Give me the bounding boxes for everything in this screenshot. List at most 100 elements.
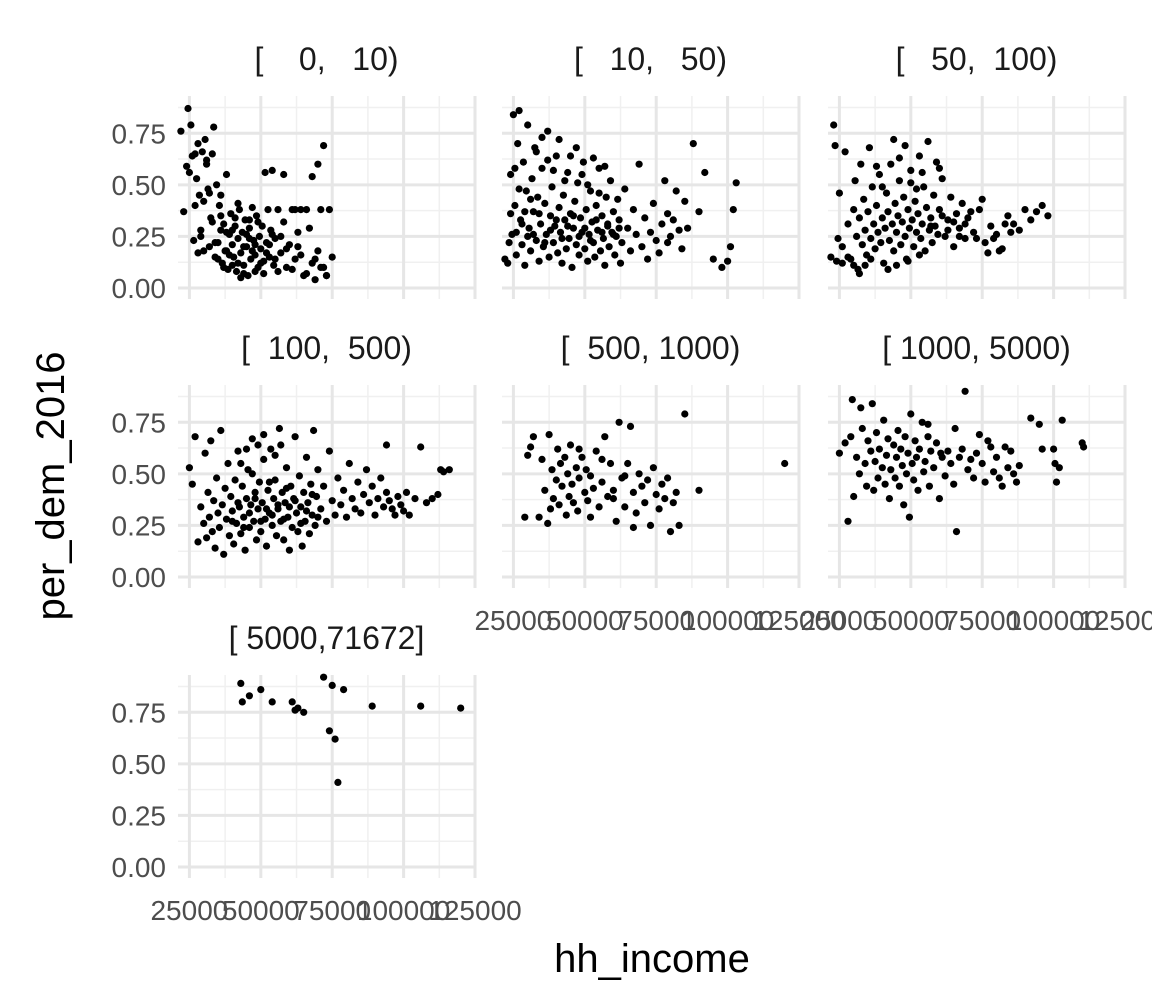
- data-point: [222, 228, 231, 236]
- data-point: [987, 443, 995, 451]
- data-point: [317, 206, 325, 214]
- data-point: [300, 708, 308, 716]
- data-point: [521, 261, 529, 269]
- data-point: [260, 431, 268, 439]
- data-point: [237, 679, 245, 688]
- data-point: [724, 257, 732, 265]
- data-point: [598, 228, 606, 236]
- data-point: [511, 201, 519, 210]
- data-point: [911, 437, 919, 445]
- data-point: [210, 497, 218, 505]
- data-point: [1038, 201, 1046, 210]
- data-point: [541, 239, 549, 247]
- data-point: [887, 160, 895, 168]
- data-point: [598, 455, 606, 463]
- data-point: [664, 210, 672, 218]
- data-point: [1044, 212, 1052, 220]
- data-point: [875, 170, 884, 179]
- data-point: [257, 686, 265, 694]
- data-point: [237, 459, 245, 468]
- data-point: [267, 445, 275, 453]
- data-point: [308, 173, 316, 181]
- data-point: [351, 505, 359, 513]
- data-point: [847, 433, 855, 441]
- data-point: [664, 239, 672, 247]
- data-point: [203, 160, 211, 168]
- data-point: [910, 243, 918, 251]
- data-point: [220, 263, 228, 271]
- data-point: [305, 530, 313, 538]
- data-point: [644, 255, 652, 263]
- data-point: [950, 480, 958, 488]
- data-point: [518, 241, 526, 249]
- data-point: [559, 191, 568, 199]
- data-point: [930, 464, 938, 472]
- data-point: [260, 455, 268, 463]
- data-point: [878, 214, 886, 222]
- data-point: [565, 492, 573, 501]
- data-point: [328, 681, 336, 690]
- data-point: [609, 208, 618, 216]
- data-point: [947, 193, 955, 201]
- data-point: [556, 459, 565, 468]
- data-point: [277, 249, 285, 257]
- data-point: [221, 484, 229, 492]
- data-point: [245, 216, 253, 224]
- data-point: [606, 177, 615, 185]
- data-point: [890, 441, 898, 449]
- data-point: [255, 232, 263, 240]
- data-point: [669, 499, 677, 507]
- data-point: [892, 261, 901, 269]
- data-point: [271, 255, 279, 263]
- data-point: [184, 104, 192, 113]
- data-point: [314, 247, 322, 255]
- data-point: [248, 203, 256, 212]
- data-point: [596, 247, 605, 255]
- data-point: [934, 230, 942, 238]
- data-point: [972, 449, 981, 457]
- data-point: [255, 478, 263, 486]
- data-point: [211, 544, 219, 552]
- data-point: [664, 474, 672, 482]
- data-point: [348, 495, 356, 503]
- data-point: [955, 224, 964, 232]
- data-point: [234, 234, 242, 243]
- data-point: [781, 459, 789, 468]
- data-point: [525, 224, 533, 232]
- data-point: [365, 499, 373, 507]
- facet-strip-label: [ 1000, 5000): [882, 330, 1071, 366]
- data-point: [666, 528, 675, 536]
- data-point: [210, 123, 218, 131]
- data-point: [291, 497, 299, 505]
- data-point: [282, 263, 291, 271]
- x-tick-label: 25000: [150, 895, 228, 926]
- data-point: [582, 466, 590, 474]
- data-point: [231, 476, 239, 484]
- data-point: [857, 404, 865, 412]
- data-point: [586, 472, 595, 480]
- data-point: [377, 474, 385, 482]
- data-point: [572, 464, 580, 472]
- data-point: [220, 220, 228, 228]
- data-point: [197, 503, 205, 511]
- x-tick-label: 25000: [474, 605, 552, 636]
- data-point: [905, 513, 914, 521]
- data-point: [524, 232, 532, 240]
- data-point: [638, 243, 646, 251]
- data-point: [185, 168, 193, 177]
- data-point: [317, 505, 325, 513]
- data-point: [562, 245, 570, 253]
- data-point: [230, 540, 238, 548]
- data-point: [975, 431, 984, 439]
- data-point: [599, 234, 608, 243]
- data-point: [208, 218, 216, 226]
- data-point: [552, 152, 560, 160]
- data-point: [264, 206, 272, 214]
- data-point: [411, 495, 419, 503]
- data-point: [984, 249, 992, 257]
- data-point: [592, 447, 600, 455]
- data-point: [1032, 208, 1041, 216]
- data-point: [998, 482, 1006, 490]
- facet-strip-label: [ 100, 500): [241, 330, 412, 366]
- data-point: [541, 486, 549, 494]
